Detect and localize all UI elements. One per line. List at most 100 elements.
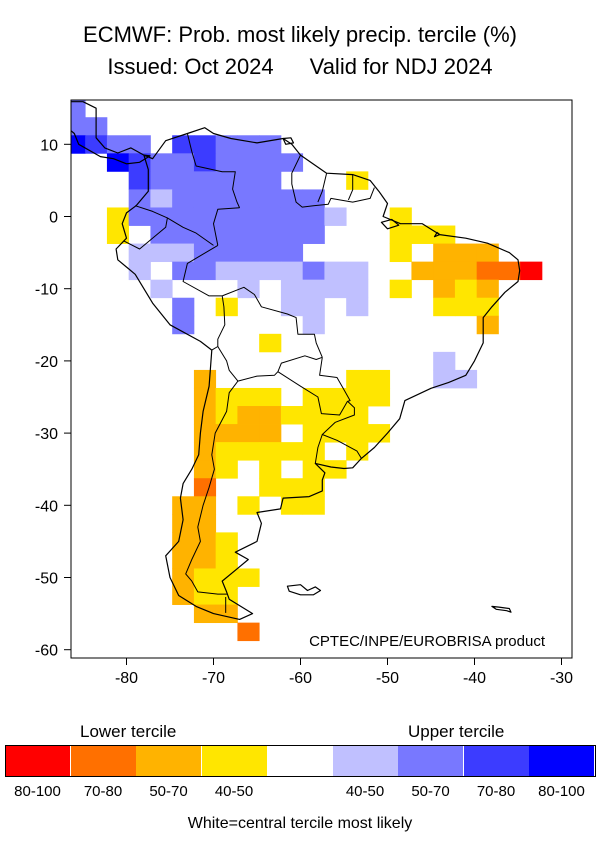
lon-tick-label: -60: [289, 670, 312, 687]
grid-cell: [237, 622, 260, 642]
grid-cell: [237, 279, 260, 299]
grid-cell: [150, 207, 173, 226]
grid-cell: [106, 135, 130, 154]
legend-frame: [5, 745, 596, 777]
grid-cell: [454, 369, 478, 389]
grid-cell: [71, 117, 86, 136]
grid-cell: [150, 279, 173, 299]
country-border: [291, 154, 375, 208]
country-border: [217, 346, 323, 382]
grid-cell: [215, 297, 238, 317]
grid-cell: [172, 153, 195, 172]
legend-swatch-label: 40-50: [345, 783, 385, 800]
grid-cell: [454, 279, 478, 299]
grid-cell: [259, 442, 282, 461]
grid-cell: [346, 279, 369, 299]
grid-cell: [389, 279, 412, 299]
grid-cell: [324, 279, 347, 299]
grid-cell: [237, 171, 260, 190]
legend-swatch-label: 70-80: [83, 783, 123, 800]
country-border: [213, 207, 240, 246]
grid-cell: [215, 387, 238, 407]
lon-tick-label: -40: [463, 670, 486, 687]
grid-cell: [433, 351, 456, 371]
island-outline: [380, 218, 400, 230]
grid-cell: [280, 153, 304, 172]
country-border: [347, 174, 354, 201]
grid-cell: [454, 243, 478, 263]
longitude-axis: -80 -70 -60 -50 -40 -30: [115, 658, 573, 687]
grid-cell: [433, 297, 456, 317]
grid-cell: [150, 243, 173, 263]
grid-cell: [302, 189, 325, 208]
map-title-line2: Issued: Oct 2024 Valid for NDJ 2024: [0, 54, 600, 80]
legend-swatch-label: 50-70: [411, 783, 450, 800]
island-outline: [491, 605, 512, 613]
grid-cell: [215, 225, 238, 244]
lon-tick-label: -50: [376, 670, 399, 687]
grid-cell: [259, 424, 282, 443]
country-border: [186, 133, 241, 209]
grid-cell: [237, 243, 260, 263]
grid-cell: [172, 297, 195, 317]
grid-cell: [106, 207, 130, 226]
precip-tercile-map: -80 -70 -60 -50 -40 -30 10 0 -10 -20 -30 -40 -50 -60…: [35, 99, 573, 687]
grid-cell: [346, 297, 369, 317]
grid-cell: [128, 135, 151, 154]
grid-cell: [237, 496, 260, 515]
legend-swatch: [332, 745, 398, 776]
grid-cell: [237, 225, 260, 244]
grid-cell: [280, 207, 304, 226]
grid-cell: [454, 297, 478, 317]
legend-swatch-label: 80-100: [14, 783, 61, 800]
grid-cell: [389, 225, 412, 244]
grid-cell: [106, 153, 130, 172]
grid-cell: [259, 135, 282, 154]
country-border: [167, 217, 214, 246]
grid-cell: [476, 243, 499, 263]
probability-grid: [71, 100, 543, 642]
grid-cell: [302, 406, 325, 425]
country-border: [319, 357, 351, 402]
lon-tick-label: -70: [202, 670, 225, 687]
grid-cell: [150, 189, 173, 208]
grid-cell: [259, 406, 282, 425]
grid-cell: [302, 315, 325, 335]
grid-cell: [302, 297, 325, 317]
grid-cell: [215, 153, 238, 172]
grid-cell: [367, 387, 391, 407]
grid-cell: [85, 135, 108, 154]
grid-cell: [71, 100, 86, 118]
latitude-axis: 10 0 -10 -20 -30 -40 -50 -60: [35, 137, 71, 660]
grid-cell: [215, 261, 238, 281]
country-border: [222, 286, 323, 358]
grid-cell: [237, 207, 260, 226]
grid-cell: [259, 387, 282, 407]
legend-swatch: [5, 745, 70, 776]
grid-cell: [215, 442, 238, 461]
grid-cell: [193, 171, 217, 190]
grid-cell: [433, 279, 456, 299]
grid-cell: [433, 261, 456, 281]
valid-period: Valid for NDJ 2024: [309, 54, 493, 79]
grid-cell: [454, 261, 478, 281]
grid-cell: [215, 604, 238, 624]
grid-cell: [193, 586, 217, 605]
country-border: [211, 295, 226, 351]
grid-cell: [389, 243, 412, 263]
country-border: [314, 434, 323, 464]
grid-cell: [237, 442, 260, 461]
grid-cell: [172, 568, 195, 587]
grid-cell: [172, 225, 195, 244]
grid-cell: [302, 478, 325, 497]
grid-cell: [433, 369, 456, 389]
lat-tick-label: 0: [49, 210, 58, 227]
grid-cell: [193, 604, 217, 624]
country-border: [321, 400, 362, 459]
country-border: [123, 205, 168, 250]
country-border: [277, 371, 348, 416]
grid-cell: [280, 406, 304, 425]
grid-cell: [193, 369, 217, 389]
grid-cell: [193, 496, 217, 515]
legend-swatch: [529, 745, 594, 776]
